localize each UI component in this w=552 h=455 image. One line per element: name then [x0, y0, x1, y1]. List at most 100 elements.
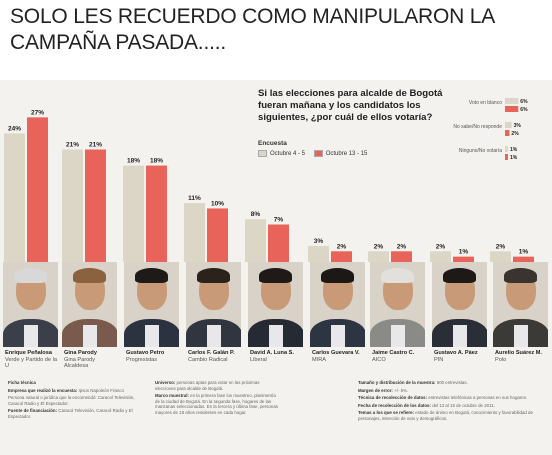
data-label: 21% — [89, 142, 102, 149]
legend-title: Encuesta — [258, 140, 287, 147]
data-label: 2% — [397, 243, 407, 250]
ficha-item: Persona natural o jurídica que la encome… — [8, 395, 135, 406]
side-data-label: 1% — [510, 155, 518, 161]
side-data-label: 3% — [514, 123, 522, 129]
ficha-item: Marco muestral: en la primera fase los m… — [155, 393, 279, 415]
ficha-item: Técnica de recolección de datos: entrevi… — [358, 395, 528, 401]
ficha-col-3: Tamaño y distribución de la muestra: 600… — [358, 380, 543, 424]
bar — [123, 165, 144, 262]
bar — [331, 251, 352, 262]
ficha-item: Fecha de recolección de los datos: del 1… — [358, 402, 495, 408]
bar — [268, 224, 289, 262]
candidate-label: Carlos Guevara V. MIRA — [312, 350, 368, 363]
candidate-label: David A. Luna S. Liberal — [250, 350, 306, 363]
ficha-col-2: Universo: personas aptas para votar en l… — [155, 380, 280, 418]
candidate-photo — [310, 262, 365, 347]
candidate-name: Carlos Guevara V. — [312, 350, 360, 356]
candidate-party: PIN — [434, 356, 444, 363]
side-bar — [505, 98, 519, 104]
bar — [4, 133, 25, 262]
candidate-party: Polo — [495, 356, 507, 363]
side-data-label: 1% — [510, 147, 518, 153]
ficha-col-1: Ficha técnica Empresa que realizó la enc… — [8, 380, 138, 422]
candidate-name: Aurelio Suárez M. — [495, 350, 542, 356]
legend-swatch-1 — [258, 150, 267, 157]
bar — [207, 208, 228, 262]
bar — [430, 251, 451, 262]
bar — [453, 256, 474, 262]
candidate-label: Carlos F. Galán P. Cambio Radical — [188, 350, 244, 363]
side-category-label: Ninguno/No votaría — [459, 148, 502, 154]
data-label: 18% — [150, 158, 163, 165]
side-bar — [505, 106, 519, 112]
candidate-party: Progresistas — [126, 356, 158, 363]
candidate-photo — [370, 262, 425, 347]
candidate-label: Jaime Castro C. AICO — [372, 350, 428, 363]
poll-question: Si las elecciones para alcalde de Bogotá… — [258, 88, 443, 123]
candidate-party: Gina Parody Alcaldesa — [64, 356, 96, 370]
candidate-photo — [248, 262, 303, 347]
side-bar-group: Voto en blanco 6% 6% No sabe/No responde 3% 2… — [453, 98, 528, 161]
chart-legend: Encuesta Octubre 4 - 5 Octubre 13 - 15 — [258, 140, 374, 159]
ficha-item: Fuente de financiación: Caracol Televisi… — [8, 408, 133, 419]
candidate-name: Enrique Peñalosa — [5, 350, 52, 356]
side-data-label: 6% — [520, 107, 528, 113]
bar — [184, 203, 205, 262]
candidate-name: Gustavo Petro — [126, 350, 165, 356]
data-label: 2% — [337, 243, 347, 250]
candidate-party: AICO — [372, 356, 386, 363]
data-label: 8% — [251, 211, 261, 218]
legend-swatch-2 — [313, 150, 323, 157]
candidate-name: Carlos F. Galán P. — [188, 350, 235, 356]
side-bar — [505, 154, 508, 160]
candidate-party: Cambio Radical — [188, 356, 228, 363]
candidate-label: Gina Parody Gina Parody Alcaldesa — [64, 350, 120, 370]
bar — [513, 256, 534, 262]
data-label: 18% — [127, 158, 140, 165]
data-label: 1% — [519, 249, 529, 256]
candidate-photo — [3, 262, 58, 347]
candidate-party: MIRA — [312, 356, 326, 363]
ficha-item: Universo: personas aptas para votar en l… — [155, 380, 260, 391]
candidate-name: David A. Luna S. — [250, 350, 294, 356]
side-data-label: 6% — [520, 99, 528, 105]
data-label: 1% — [459, 249, 469, 256]
main-bar-group: 24% 27% 21% 21% 18% 18% 11% 10% 8% 7% 3% 2% 2% 2% 2% 1%… — [4, 109, 534, 262]
candidate-name: Gina Parody — [64, 350, 97, 356]
ficha-item: Empresa que realizó la encuesta: Ipsos N… — [8, 387, 124, 393]
ficha-item: Tamaño y distribución de la muestra: 600… — [358, 380, 468, 385]
bar — [245, 219, 266, 262]
candidate-photo — [186, 262, 241, 347]
candidate-name: Jaime Castro C. — [372, 350, 415, 356]
data-label: 2% — [374, 243, 384, 250]
bar — [146, 165, 167, 262]
bar — [490, 251, 511, 262]
bar — [308, 245, 329, 262]
ficha-item: Margen de error: +/- 5%. — [358, 387, 409, 393]
data-label: 11% — [188, 195, 201, 202]
post-caption: SOLO LES RECUERDO COMO MANIPULARON LA CA… — [10, 5, 494, 54]
candidate-photo — [493, 262, 548, 347]
bar — [368, 251, 389, 262]
side-data-label: 2% — [511, 131, 519, 137]
bar — [62, 149, 83, 262]
data-label: 7% — [274, 217, 284, 224]
candidate-party: Verde y Partido de la U — [5, 356, 57, 370]
data-label: 21% — [66, 142, 79, 149]
side-bar — [505, 146, 508, 152]
candidate-label: Gustavo A. Páez PIN — [434, 350, 490, 363]
bar — [85, 149, 106, 262]
legend-item-2: Octubre 13 - 15 — [313, 150, 368, 157]
candidate-photo — [62, 262, 117, 347]
candidate-label: Aurelio Suárez M. Polo — [495, 350, 551, 363]
legend-label-2: Octubre 13 - 15 — [325, 150, 368, 157]
candidate-label: Gustavo Petro Progresistas — [126, 350, 182, 363]
legend-item-1: Octubre 4 - 5 — [258, 150, 305, 157]
side-category-label: No sabe/No responde — [453, 124, 502, 130]
side-bar — [505, 130, 510, 136]
legend-label-1: Octubre 4 - 5 — [270, 150, 306, 157]
side-bar — [505, 122, 512, 128]
data-label: 3% — [314, 238, 324, 245]
data-label: 27% — [31, 109, 44, 116]
